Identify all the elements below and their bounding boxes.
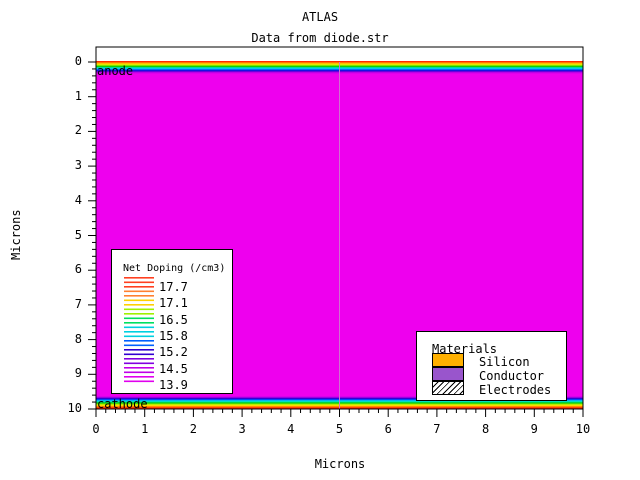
- doping-level-label: 15.2: [159, 345, 188, 360]
- y-tick-label: 2: [74, 123, 82, 138]
- doping-legend-swatch: [124, 322, 154, 324]
- x-tick-label: 10: [575, 422, 591, 436]
- y-tick-label: 3: [74, 158, 82, 173]
- materials-legend-title: Materials: [432, 342, 498, 356]
- doping-legend-swatch: [124, 304, 154, 306]
- x-tick-label: 1: [141, 422, 149, 436]
- doping-legend-swatch: [124, 376, 154, 378]
- x-tick-label: 3: [238, 422, 246, 436]
- doping-legend-swatch: [124, 349, 154, 351]
- x-tick-label: 2: [189, 422, 197, 436]
- x-tick-label: 6: [384, 422, 392, 436]
- chart-title: ATLAS: [301, 10, 339, 24]
- doping-level-label: 15.8: [159, 328, 188, 343]
- x-tick-label: 9: [530, 422, 538, 436]
- doping-legend-swatch: [124, 281, 154, 284]
- y-axis-label: Microns: [9, 209, 23, 260]
- x-tick-label: 7: [433, 422, 441, 436]
- doping-legend-swatch: [124, 295, 154, 297]
- y-tick-label: 9: [74, 366, 82, 381]
- y-tick-label: 1: [74, 88, 82, 103]
- y-tick-label: 10: [67, 401, 82, 415]
- doping-legend-swatch: [124, 367, 154, 369]
- doping-color-scale: [124, 277, 154, 383]
- chart-subtitle: Data from diode.str: [251, 31, 389, 45]
- doping-legend-swatch: [124, 371, 154, 374]
- conductor-label: Conductor: [479, 369, 545, 383]
- y-tick-label: 0: [74, 54, 82, 68]
- doping-level-label: 16.5: [159, 312, 188, 327]
- doping-legend-swatch: [124, 290, 154, 293]
- doping-level-label: 13.9: [159, 377, 188, 392]
- electrodes-label: Electrodes: [479, 383, 552, 397]
- doping-legend-swatch: [124, 308, 154, 311]
- doping-legend-swatch: [124, 344, 154, 347]
- doping-legend-swatch: [124, 362, 154, 365]
- doping-legend: Net Doping (/cm3) 17.7 17.1 16.5 15.8 15.2 14…: [111, 249, 233, 394]
- silicon-swatch: [432, 353, 464, 367]
- y-tick-label: 4: [74, 192, 82, 207]
- y-tick-label: 6: [74, 262, 82, 277]
- y-tick-label: 5: [74, 227, 82, 242]
- doping-level-label: 17.1: [159, 296, 188, 311]
- doping-legend-swatch: [124, 358, 154, 360]
- doping-legend-swatch: [124, 335, 154, 338]
- doping-legend-swatch: [124, 317, 154, 320]
- doping-legend-swatch: [124, 331, 154, 333]
- x-tick-label: 0: [92, 422, 100, 436]
- x-axis-label: Microns: [314, 457, 366, 471]
- doping-legend-swatch: [124, 299, 154, 302]
- doping-level-label: 17.7: [159, 280, 188, 294]
- electrodes-swatch: [432, 381, 464, 395]
- materials-legend: Materials Silicon Conductor Electrodes: [416, 331, 567, 401]
- doping-legend-swatch: [124, 353, 154, 356]
- x-tick-label: 4: [287, 422, 295, 436]
- doping-legend-swatch: [124, 286, 154, 288]
- anode-label: anode: [97, 64, 134, 78]
- silicon-label: Silicon: [479, 355, 530, 369]
- x-tick-label: 5: [335, 422, 344, 436]
- doping-legend-swatch: [124, 326, 154, 329]
- conductor-swatch: [432, 367, 464, 381]
- cathode-label: cathode: [97, 397, 148, 411]
- x-tick-label: 8: [481, 422, 490, 436]
- doping-legend-swatch: [124, 380, 154, 383]
- doping-legend-swatch: [124, 340, 154, 342]
- doping-legend-title: Net Doping (/cm3): [123, 263, 226, 274]
- doping-level-label: 14.5: [159, 361, 188, 376]
- doping-legend-swatch: [124, 277, 154, 279]
- doping-legend-swatch: [124, 313, 154, 315]
- anode-contour-band: [96, 61, 583, 63]
- y-tick-label: 8: [74, 331, 82, 346]
- y-tick-label: 7: [74, 296, 82, 311]
